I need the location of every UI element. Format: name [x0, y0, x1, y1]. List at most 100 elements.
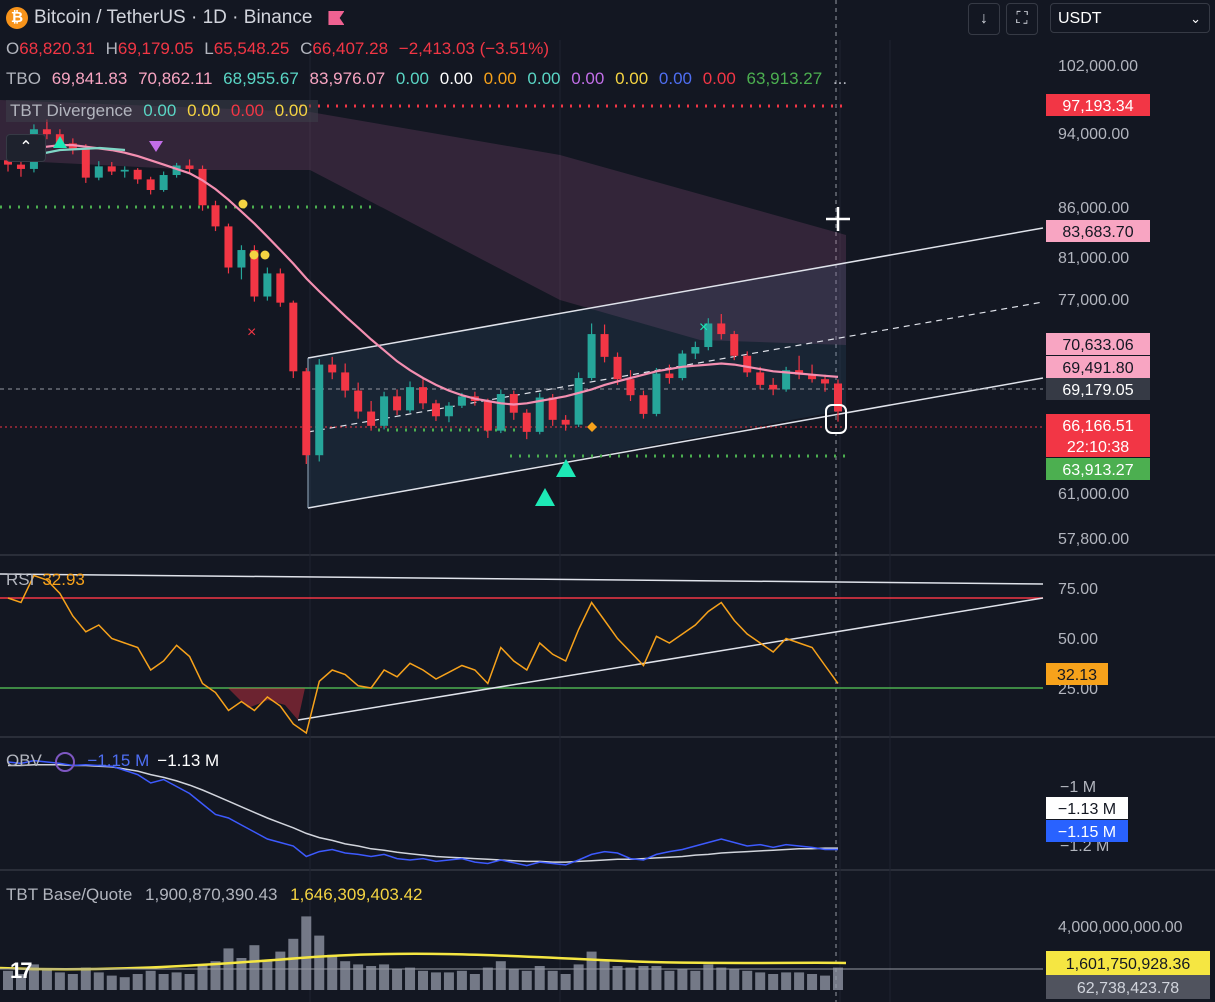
volume-bar — [456, 970, 467, 990]
candle-body — [341, 372, 350, 391]
obv-ma-line — [8, 764, 838, 863]
obv-tick-label: −1 M — [1060, 779, 1096, 796]
candle-body — [211, 205, 220, 227]
volume-bar — [327, 954, 338, 990]
volume-bar — [54, 972, 65, 990]
volume-bar — [677, 969, 688, 990]
volume-bar — [197, 964, 208, 990]
volume-bar — [638, 966, 649, 990]
volume-bar — [794, 972, 805, 990]
candle-body — [107, 166, 116, 172]
volume-bar — [833, 967, 843, 990]
tbo-row[interactable]: TBO 69,841.83 70,862.11 68,955.67 83,976… — [6, 68, 853, 90]
volume-bar — [418, 970, 428, 990]
candle-body — [393, 396, 402, 411]
volume-bar — [807, 974, 818, 990]
tbo-value: 0.00 — [615, 69, 649, 88]
candle-body — [224, 226, 233, 268]
volume-bar — [236, 958, 247, 990]
volume-bar — [314, 935, 325, 990]
volume-bar — [15, 974, 26, 990]
obv-label: OBV — [6, 751, 42, 770]
tbo-value: 0.00 — [571, 69, 605, 88]
volume-bar — [664, 970, 675, 990]
candle-body — [522, 412, 531, 432]
download-button[interactable]: ↓ — [968, 3, 1000, 35]
candle-body — [704, 323, 713, 348]
candle-body — [483, 400, 492, 431]
chevron-down-icon: ⌄ — [1190, 11, 1201, 26]
volume-bar — [612, 966, 623, 990]
volume-bar — [106, 975, 117, 990]
hand-cursor-icon — [825, 404, 847, 434]
candle-body — [509, 394, 518, 413]
tbo-value: 0.00 — [702, 69, 736, 88]
obv-legend[interactable]: OBV −1.15 M −1.13 M — [6, 751, 227, 772]
volume-bar — [430, 972, 441, 990]
flag-icon[interactable] — [328, 11, 345, 25]
channel-upper-line — [307, 227, 1044, 359]
candle-body — [821, 379, 830, 384]
buy-signal-marker — [556, 459, 576, 477]
tbo-value: 0.00 — [483, 69, 517, 88]
warning-dot — [249, 250, 259, 260]
tbt-divergence-value: 0.00 — [187, 101, 221, 120]
collapse-legend-button[interactable]: ⌃ — [6, 134, 46, 162]
volume-bar — [366, 966, 377, 990]
fullscreen-button[interactable]: ⛶ — [1006, 3, 1038, 35]
diamond-marker — [587, 422, 597, 432]
price-badge-label: 97,193.34 — [1062, 98, 1133, 115]
obv-value: −1.15 M — [87, 751, 150, 770]
price-badge-label: 83,683.70 — [1062, 224, 1133, 241]
volume-bar — [353, 964, 364, 990]
tbt-divergence-row[interactable]: TBT Divergence 0.00 0.00 0.00 0.00 — [6, 100, 318, 122]
tbo-more[interactable]: ... — [832, 69, 848, 88]
price-badge-label: 69,491.80 — [1062, 360, 1133, 377]
candle-body — [639, 395, 648, 414]
settings-ring-icon[interactable] — [54, 751, 75, 772]
volume-bar — [132, 974, 143, 990]
obv-pane: −1 M −1.2 M −1.13 M −1.15 M — [7, 759, 1128, 867]
price-badge — [1046, 435, 1150, 457]
price-badge — [1046, 414, 1150, 436]
volume-bar — [119, 977, 130, 990]
rsi-trend-line — [0, 573, 1044, 585]
crosshair-cursor-icon — [826, 207, 850, 231]
high-value: 69,179.05 — [117, 39, 194, 58]
price-badge — [1046, 333, 1150, 355]
rsi-legend[interactable]: RSI 32.93 — [6, 570, 93, 590]
volume-bar — [28, 964, 39, 990]
volume-bar — [573, 964, 584, 990]
candle-body — [81, 149, 90, 178]
obv-line — [7, 759, 838, 867]
rsi-tick-label: 25.00 — [1058, 681, 1098, 698]
symbol-title[interactable]: ₿ Bitcoin / TetherUS · 1D · Binance — [6, 7, 350, 29]
rsi-line — [7, 574, 839, 735]
tbo-cloud-area — [0, 100, 846, 345]
rsi-oversold-fill — [228, 688, 305, 720]
chevron-up-icon: ⌃ — [19, 139, 33, 156]
volume-bar — [521, 970, 532, 990]
price-badge-label: 63,913.27 — [1062, 462, 1133, 479]
candle-body — [419, 387, 427, 404]
high-label: H — [105, 39, 118, 58]
base-value: 1,900,870,390.43 — [145, 885, 278, 904]
buy-signal-marker — [53, 136, 67, 148]
volume-bar — [586, 951, 597, 990]
tradingview-logo[interactable]: 17 — [10, 958, 33, 983]
volume-bar — [508, 969, 519, 990]
volume-bar — [41, 969, 52, 990]
obv-badge-label: −1.15 M — [1058, 824, 1116, 841]
candle-body — [94, 166, 103, 178]
buy-signal-marker — [535, 488, 555, 506]
arrow-down-icon: ↓ — [980, 10, 988, 27]
base-quote-legend[interactable]: TBT Base/Quote 1,900,870,390.43 1,646,30… — [6, 885, 431, 905]
open-label: O — [6, 39, 20, 58]
volume-bar — [145, 970, 156, 990]
change-value: −2,413.03 (−3.51%) — [398, 39, 550, 58]
currency-select[interactable]: USDT ⌄ — [1050, 3, 1210, 33]
channel-overlay — [0, 104, 1044, 509]
volume-bar — [495, 961, 506, 990]
